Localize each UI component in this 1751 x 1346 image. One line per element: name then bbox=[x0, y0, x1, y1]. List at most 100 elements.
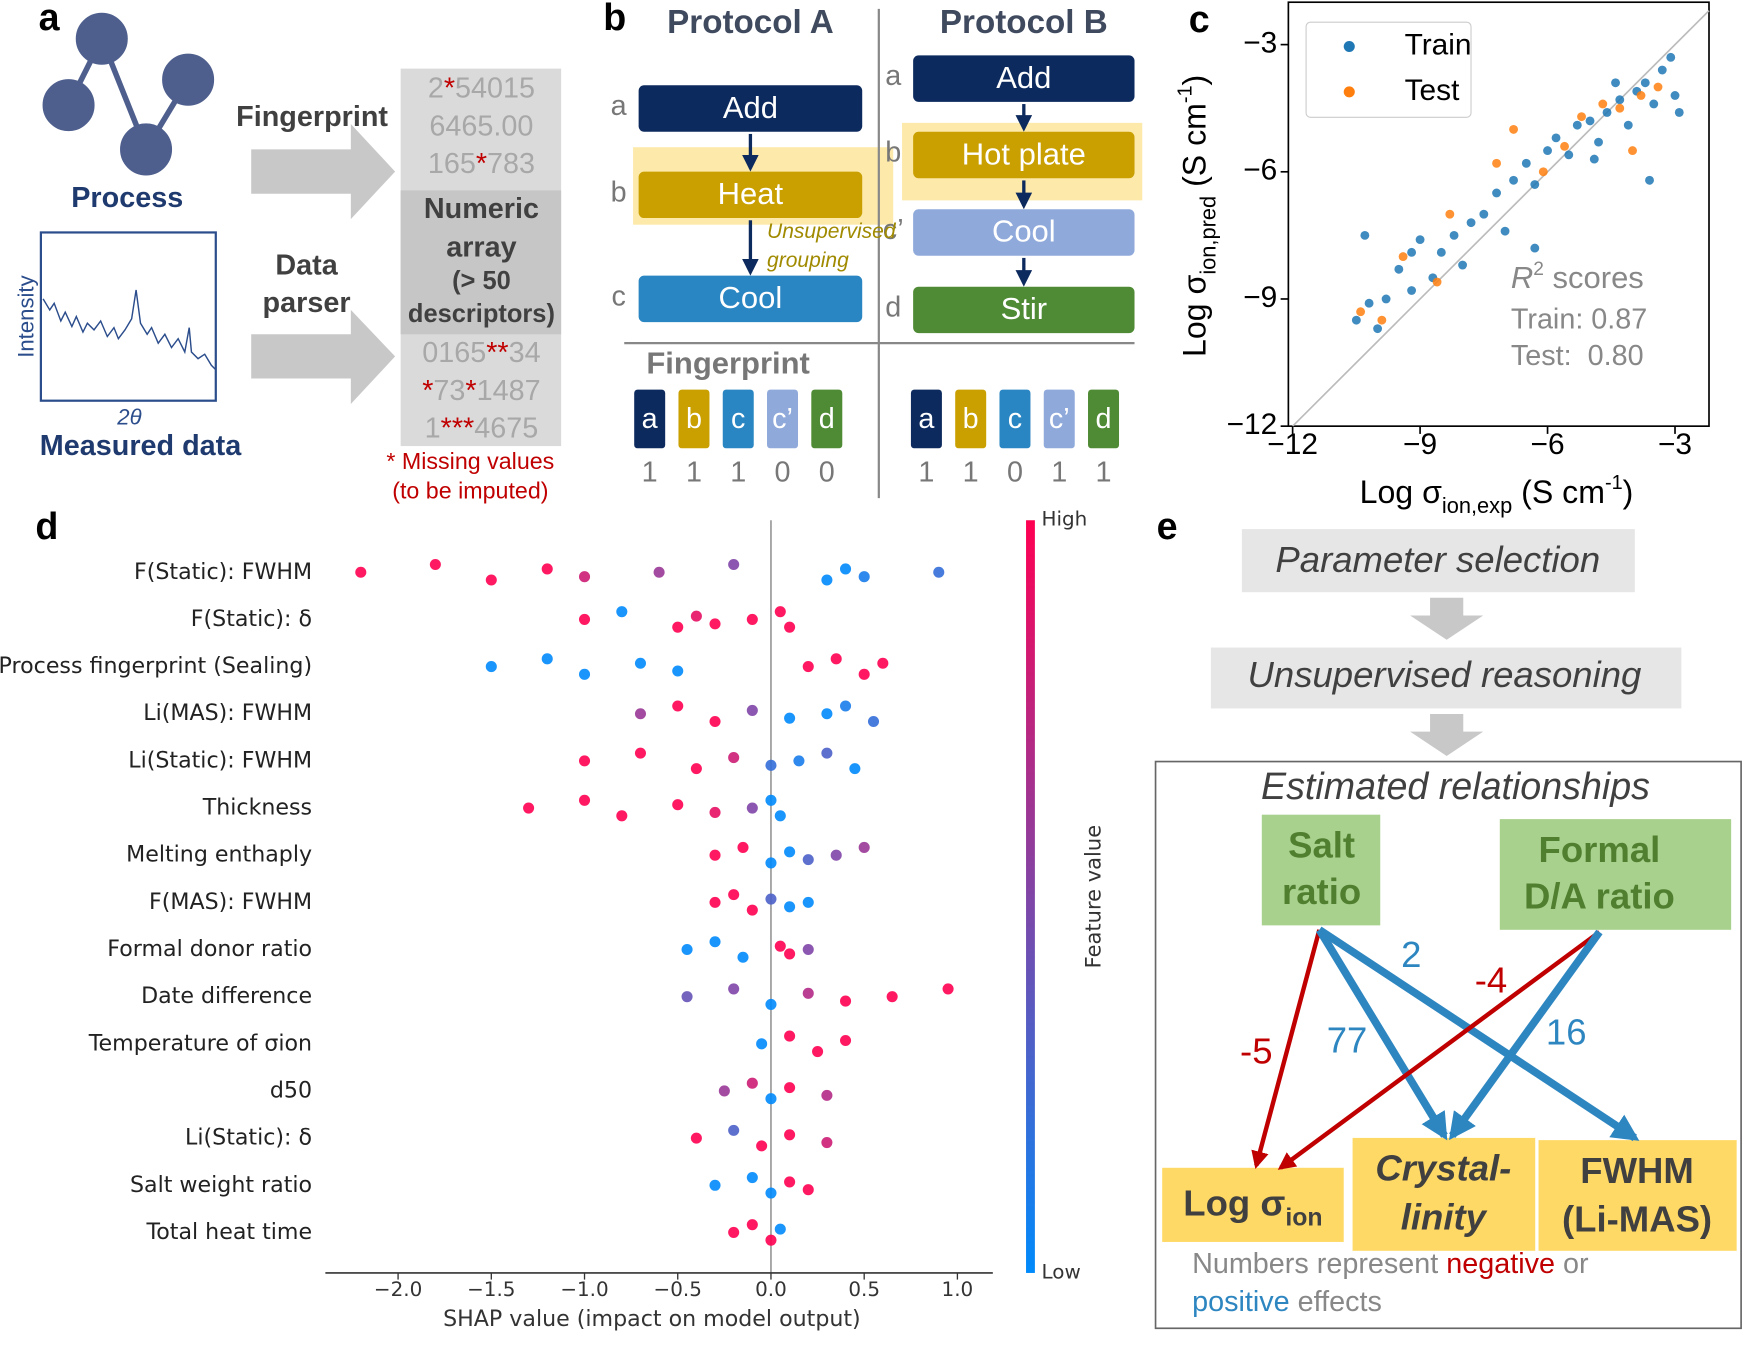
input-label: Salt bbox=[1288, 825, 1355, 866]
x-tick-label: −0.5 bbox=[654, 1278, 702, 1301]
point bbox=[1492, 158, 1501, 168]
array-segment: 6465.00 bbox=[429, 110, 533, 142]
fingerprint-key bbox=[678, 389, 710, 449]
point bbox=[1560, 141, 1569, 151]
shap-dot bbox=[933, 566, 945, 578]
arrow bbox=[251, 123, 396, 220]
shap-dot bbox=[429, 558, 441, 571]
point bbox=[1509, 124, 1518, 134]
fingerprint-value: 1 bbox=[1096, 456, 1112, 488]
shap-dot bbox=[728, 889, 740, 901]
feature-label: Process fingerprint (Sealing) bbox=[0, 653, 312, 679]
note-part: positive bbox=[1192, 1285, 1290, 1317]
point bbox=[1543, 146, 1552, 156]
shap-dot bbox=[784, 1176, 796, 1188]
shap-dot bbox=[709, 849, 721, 861]
y-tick-label: −6 bbox=[1243, 154, 1277, 187]
shap-dot bbox=[840, 1034, 852, 1047]
input-label: D/A ratio bbox=[1524, 875, 1675, 916]
shap-dot bbox=[718, 1085, 730, 1097]
shap-dot bbox=[737, 841, 749, 853]
point bbox=[1530, 243, 1540, 253]
step-tag: c bbox=[612, 280, 626, 312]
shap-dot bbox=[634, 708, 646, 720]
shap-dot bbox=[765, 1093, 777, 1105]
shap-dot bbox=[653, 566, 665, 578]
shap-dot bbox=[578, 613, 591, 625]
array-line: 2*54015 bbox=[428, 72, 535, 104]
shap-dot bbox=[774, 1223, 786, 1235]
fingerprint-key bbox=[999, 389, 1031, 449]
shap-dot bbox=[765, 1234, 777, 1246]
note-part: Numbers represent bbox=[1192, 1248, 1446, 1280]
note: (to be imputed) bbox=[392, 478, 548, 504]
shap-dot bbox=[840, 563, 852, 575]
array-segment: * bbox=[465, 374, 476, 406]
shap-dot bbox=[634, 657, 646, 669]
annotation-part: R bbox=[1511, 260, 1533, 295]
point bbox=[1640, 78, 1650, 88]
fingerprint-key bbox=[1088, 389, 1120, 449]
point bbox=[1449, 230, 1459, 240]
step-label: Heat bbox=[718, 176, 784, 211]
y-axis-label-part: ion,pred bbox=[1196, 196, 1221, 275]
point bbox=[1521, 158, 1531, 168]
shap-dot bbox=[728, 983, 740, 995]
array-segment: * bbox=[476, 148, 487, 180]
array-segment: 54015 bbox=[455, 72, 535, 104]
fingerprint-key-label: a bbox=[918, 403, 934, 435]
x-tick-label: 0.0 bbox=[755, 1278, 787, 1301]
point bbox=[1594, 137, 1603, 147]
point bbox=[1360, 230, 1370, 240]
shap-dot bbox=[784, 846, 796, 858]
point bbox=[1572, 120, 1582, 130]
step-label: Unsupervised reasoning bbox=[1248, 654, 1642, 695]
array-line: 0165**34 bbox=[422, 337, 540, 369]
shap-dot bbox=[942, 983, 954, 995]
relationship-frame bbox=[1154, 760, 1742, 1330]
plot-frame bbox=[1287, 1, 1710, 427]
point bbox=[1415, 235, 1425, 245]
x-axis-label-part: -1 bbox=[1605, 472, 1623, 494]
x-axis-label-part: Log σ bbox=[1360, 474, 1442, 510]
fingerprint-key bbox=[910, 389, 942, 449]
panel-letter: b bbox=[603, 0, 626, 38]
edge bbox=[1316, 927, 1448, 1141]
edge bbox=[1449, 929, 1603, 1141]
shap-dot bbox=[858, 668, 870, 680]
feature-label: F(Static): FWHM bbox=[134, 559, 312, 585]
fingerprint-key-label: d bbox=[1096, 403, 1112, 435]
array-overlay bbox=[400, 190, 562, 335]
shap-dot bbox=[840, 995, 852, 1007]
array-segment: * bbox=[444, 72, 455, 104]
array-segment: 2 bbox=[428, 72, 444, 104]
shap-dot bbox=[746, 1171, 758, 1184]
shap-dot bbox=[709, 618, 721, 630]
y-axis-label-part: ) bbox=[1177, 75, 1213, 86]
shap-dot bbox=[821, 1089, 833, 1101]
colorbar bbox=[1026, 520, 1035, 1273]
shap-dot bbox=[774, 606, 786, 618]
array-line: *73*1487 bbox=[422, 374, 540, 406]
shap-dot bbox=[485, 661, 497, 673]
shap-dot bbox=[746, 1219, 758, 1231]
feature-label: d50 bbox=[270, 1077, 312, 1103]
shap-dot bbox=[858, 571, 870, 583]
point bbox=[1551, 133, 1561, 143]
edge-label: -4 bbox=[1475, 960, 1507, 1001]
point bbox=[1509, 175, 1518, 185]
annotation: Train: 0.87 bbox=[1511, 304, 1647, 336]
fingerprint-key bbox=[767, 389, 799, 449]
feature-label: F(MAS): FWHM bbox=[149, 889, 312, 915]
point bbox=[1479, 209, 1489, 219]
fingerprint-value: 0 bbox=[1007, 456, 1023, 488]
point bbox=[1670, 91, 1680, 100]
array-line: 165*783 bbox=[428, 148, 535, 180]
array-segment: 165 bbox=[428, 148, 476, 180]
point bbox=[1466, 218, 1476, 228]
axis-label: Intensity bbox=[13, 274, 38, 357]
shap-dot bbox=[737, 951, 749, 963]
shap-dot bbox=[765, 759, 777, 771]
step-label: Cool bbox=[992, 214, 1056, 249]
legend-label: Test bbox=[1405, 74, 1460, 107]
